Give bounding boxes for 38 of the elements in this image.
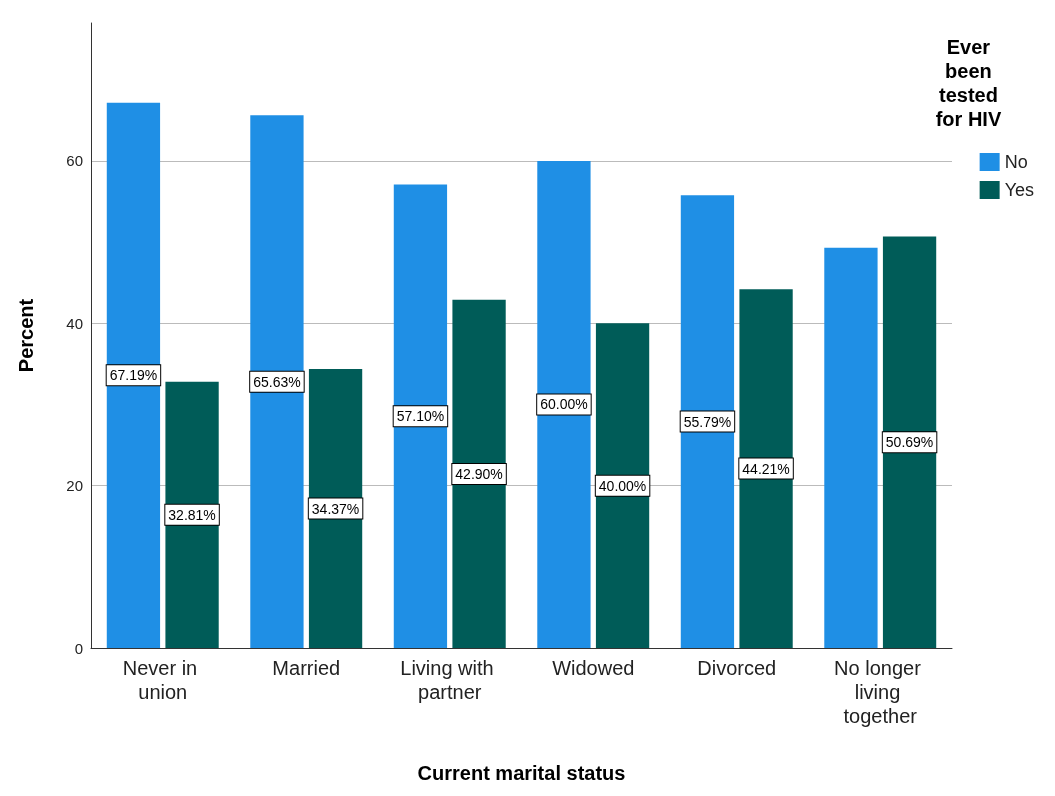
- bar: [393, 184, 448, 648]
- bar: [595, 323, 650, 648]
- x-tick-label: Widowed: [552, 657, 635, 679]
- legend-title: Ever been tested for HIV: [935, 36, 1002, 130]
- y-tick-label: 0: [74, 639, 83, 657]
- data-label: 60.00%: [540, 396, 588, 413]
- x-tick-label: Married: [272, 657, 341, 679]
- x-tick-label: Never in union: [122, 657, 203, 703]
- bar: [882, 236, 937, 648]
- bar: [739, 289, 793, 648]
- y-tick-label: 40: [66, 314, 83, 332]
- data-label: 55.79%: [683, 413, 732, 430]
- x-axis-title: Current marital status: [417, 762, 626, 784]
- y-tick-label: 60: [66, 152, 83, 170]
- bar: [537, 160, 591, 648]
- legend-label: Yes: [1004, 180, 1035, 200]
- bar: [250, 115, 304, 648]
- legend-label: No: [1004, 152, 1028, 172]
- data-label: 32.81%: [168, 506, 216, 523]
- data-label: 65.63%: [253, 373, 301, 390]
- data-label: 42.90%: [455, 465, 503, 482]
- bar: [680, 195, 735, 648]
- x-tick-label: No longer living together: [834, 657, 927, 727]
- bar: [165, 381, 219, 648]
- data-label: 50.69%: [885, 434, 934, 451]
- x-tick-label: Divorced: [697, 657, 777, 679]
- x-tick-label: Living with partner: [400, 657, 500, 703]
- y-axis-title: Percent: [15, 298, 37, 373]
- data-label: 67.19%: [109, 367, 158, 384]
- data-label: 44.21%: [742, 460, 790, 477]
- data-label: 34.37%: [311, 500, 360, 517]
- bar: [308, 369, 363, 648]
- data-label: 57.10%: [396, 408, 445, 425]
- bar: [824, 247, 878, 648]
- data-label: 40.00%: [598, 477, 647, 494]
- y-tick-label: 20: [66, 477, 83, 495]
- bar: [106, 102, 161, 648]
- bar: [452, 299, 506, 648]
